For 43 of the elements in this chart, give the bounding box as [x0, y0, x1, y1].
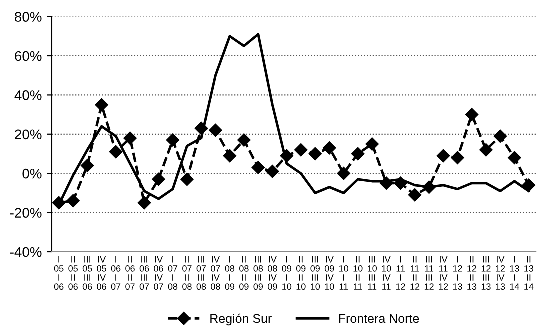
x-tick-label: IV 07 IV 08: [211, 256, 220, 290]
x-tick-label: I 07 I 08: [168, 256, 178, 290]
x-tick-label: III 06 III 07: [140, 256, 150, 290]
x-tick-label: IV 10 IV 11: [382, 256, 392, 290]
x-tick-label: III 08 III 09: [254, 256, 264, 290]
y-tick-label: -20%: [10, 208, 42, 218]
x-tick-label: I 10 I 11: [340, 256, 349, 290]
x-tick-label: IV 12 IV 13: [496, 256, 506, 290]
x-tick-label: II 07 II 08: [182, 256, 192, 290]
x-tick-label: I 12 I 13: [453, 256, 462, 290]
x-tick-label: I 08 I 09: [225, 256, 235, 290]
x-tick-label: IV 09 IV 10: [324, 256, 334, 290]
x-tick-label: III 11 III 12: [424, 256, 434, 290]
x-tick-label: II 13 II 14: [524, 256, 534, 290]
legend-label: Frontera Norte: [339, 314, 420, 324]
y-tick-label: 80%: [15, 12, 42, 22]
x-tick-label: III 05 III 06: [82, 256, 92, 290]
x-tick-label: II 08 II 09: [240, 256, 249, 290]
y-tick-label: 20%: [15, 130, 42, 140]
x-tick-label: III 07 III 08: [196, 256, 206, 290]
x-tick-label: II 09 II 10: [296, 256, 306, 290]
x-tick-label: I 11 I 12: [396, 256, 406, 290]
y-tick-label: 0%: [22, 168, 42, 179]
x-tick-label: III 10 III 11: [368, 256, 377, 290]
x-tick-label: II 06 II 07: [126, 256, 135, 290]
x-tick-label: I 09 I 10: [282, 256, 292, 290]
y-tick-label: 60%: [15, 51, 42, 62]
x-tick-label: II 11 II 12: [410, 256, 420, 290]
x-tick-label: IV 06 IV 07: [154, 256, 164, 290]
x-tick-label: I 05 I 06: [54, 256, 64, 290]
y-tick-label: 40%: [14, 90, 42, 100]
x-tick-label: II 05 II 06: [68, 256, 78, 290]
x-tick-label: I 06 I 07: [111, 256, 121, 290]
y-tick-label: -40%: [10, 247, 42, 258]
x-tick-label: IV 11 IV 12: [439, 256, 448, 290]
x-tick-label: IV 05 IV 06: [97, 256, 106, 290]
x-tick-label: II 12 II 13: [468, 256, 477, 290]
x-tick-label: IV 08 IV 09: [268, 256, 278, 290]
x-tick-label: III 09 III 10: [310, 256, 320, 290]
legend-label: Región Sur: [210, 314, 272, 326]
x-tick-label: I 13 I 14: [510, 256, 520, 290]
x-tick-label: II 10 II 11: [354, 256, 363, 290]
x-tick-label: III 12 III 13: [482, 256, 491, 290]
